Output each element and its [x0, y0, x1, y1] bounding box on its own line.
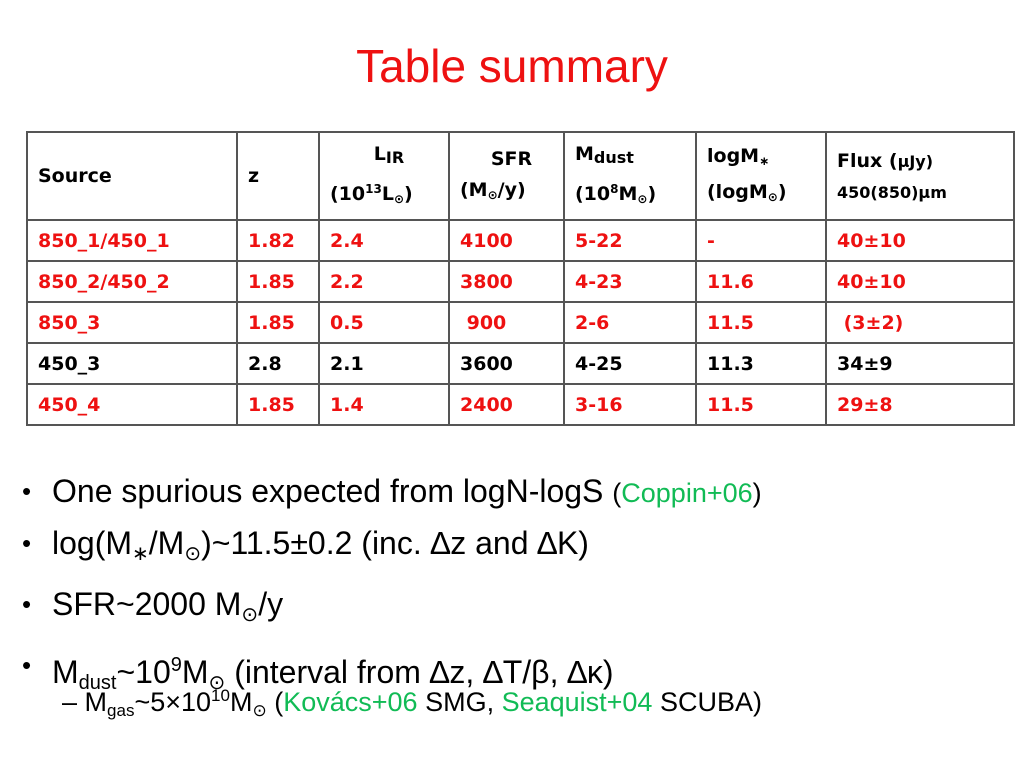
cell-source: 450_4 — [26, 383, 238, 426]
cell-sfr: 3800 — [448, 260, 565, 303]
cell-sfr: 4100 — [448, 219, 565, 262]
cell-z: 2.8 — [236, 342, 320, 385]
bullet-dot: • — [22, 528, 32, 558]
cell-source: 850_3 — [26, 301, 238, 344]
cell-flux: 29±8 — [825, 383, 1015, 426]
header-source: Source — [26, 131, 238, 221]
cell-mdust: 4-25 — [563, 342, 697, 385]
header-z: z — [236, 131, 320, 221]
cell-lir: 2.4 — [318, 219, 450, 262]
bullet-dot: • — [22, 650, 32, 680]
header-logm: logM∗ (logM⊙) — [695, 131, 827, 221]
table-row: 450_3 2.8 2.1 3600 4-25 11.3 34±9 — [26, 342, 1015, 385]
cell-z: 1.82 — [236, 219, 320, 262]
cell-source: 850_2/450_2 — [26, 260, 238, 303]
cell-z: 1.85 — [236, 383, 320, 426]
cell-source: 850_1/450_1 — [26, 219, 238, 262]
cell-source: 450_3 — [26, 342, 238, 385]
table-header-row: Source z LIR (1013L⊙) SFR (M⊙/y) Mdust (… — [26, 131, 1015, 221]
bullet-spurious: • One spurious expected from logN-logS (… — [22, 466, 762, 518]
table-row: 850_1/450_1 1.82 2.4 4100 5-22-40±10 — [26, 219, 1015, 262]
cell-mdust: 5-22 — [563, 219, 697, 262]
cell-logm: 11.6 — [695, 260, 827, 303]
table-row: 850_3 1.85 0.5 900 2-6 11.5 (3±2) — [26, 301, 1015, 344]
summary-table: Source z LIR (1013L⊙) SFR (M⊙/y) Mdust (… — [26, 131, 1015, 426]
cell-sfr: 2400 — [448, 383, 565, 426]
cell-flux: 40±10 — [825, 219, 1015, 262]
citation-kovacs: Kovács+06 — [283, 687, 418, 717]
cell-sfr: 900 — [448, 301, 565, 344]
cell-sfr: 3600 — [448, 342, 565, 385]
bullet-list: • One spurious expected from logN-logS (… — [22, 466, 762, 708]
header-mdust: Mdust (108M⊙) — [563, 131, 697, 221]
sub-bullet-gas-mass: – Mgas~5×1010M⊙ (Kovács+06 SMG, Seaquist… — [62, 686, 762, 720]
cell-flux: 40±10 — [825, 260, 1015, 303]
bullet-dust-mass: • Mdust~109M⊙ (interval from ∆z, ∆T/β, ∆… — [22, 640, 762, 708]
table-row: 850_2/450_2 1.85 2.2 3800 4-23 11.6 40±10 — [26, 260, 1015, 303]
bullet-dot: • — [22, 589, 32, 619]
cell-logm: - — [695, 219, 827, 262]
bullet-stellar-mass: • log(M∗/M⊙)~11.5±0.2 (inc. ∆z and ∆K) — [22, 518, 762, 579]
table-row: 450_4 1.85 1.4 2400 3-16 11.5 29±8 — [26, 383, 1015, 426]
bullet-dot: • — [22, 476, 32, 506]
cell-flux: 34±9 — [825, 342, 1015, 385]
header-lir: LIR (1013L⊙) — [318, 131, 450, 221]
cell-flux: (3±2) — [825, 301, 1015, 344]
cell-lir: 0.5 — [318, 301, 450, 344]
bullet-sfr: • SFR~2000 M⊙/y — [22, 579, 762, 640]
cell-mdust: 2-6 — [563, 301, 697, 344]
cell-lir: 2.2 — [318, 260, 450, 303]
cell-z: 1.85 — [236, 301, 320, 344]
header-sfr: SFR (M⊙/y) — [448, 131, 565, 221]
cell-mdust: 4-23 — [563, 260, 697, 303]
slide-title: Table summary — [356, 40, 668, 92]
header-flux: Flux (μJy) 450(850)μm — [825, 131, 1015, 221]
cell-z: 1.85 — [236, 260, 320, 303]
cell-logm: 11.5 — [695, 383, 827, 426]
cell-lir: 1.4 — [318, 383, 450, 426]
cell-lir: 2.1 — [318, 342, 450, 385]
cell-logm: 11.5 — [695, 301, 827, 344]
cell-mdust: 3-16 — [563, 383, 697, 426]
citation-coppin: Coppin+06 — [621, 478, 753, 508]
cell-logm: 11.3 — [695, 342, 827, 385]
citation-seaquist: Seaquist+04 — [501, 687, 653, 717]
